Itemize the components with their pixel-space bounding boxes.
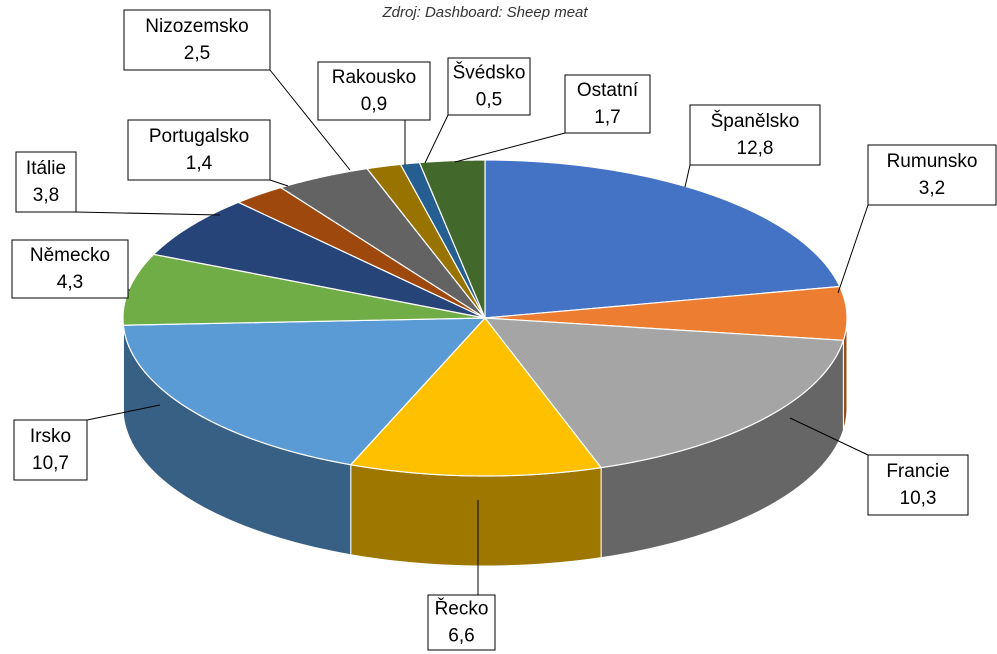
category-label: Španělsko	[711, 110, 800, 132]
leader-line	[269, 179, 289, 187]
pie-slice	[122, 317, 487, 466]
category-label: Ostatní	[577, 80, 639, 101]
pie-slice	[483, 317, 845, 469]
label-box	[15, 151, 77, 213]
pie-tops	[122, 159, 848, 477]
leader-line	[269, 69, 351, 171]
value-label: 1,7	[594, 107, 620, 128]
leader-line	[424, 114, 449, 164]
category-label: Rumunsko	[887, 151, 978, 172]
category-label: Itálie	[26, 158, 66, 179]
label-box	[127, 119, 271, 181]
category-label: Rakousko	[332, 67, 417, 88]
pie-slice	[365, 163, 486, 319]
pie-slice	[418, 159, 486, 319]
pie-slice	[484, 285, 848, 341]
label-box	[447, 57, 531, 116]
chart-subtitle: Zdroj: Dashboard: Sheep meat	[381, 4, 588, 21]
label-box	[867, 454, 969, 516]
value-label: 3,2	[919, 178, 945, 199]
value-label: 6,6	[448, 626, 474, 647]
label-box	[13, 419, 88, 481]
label-box	[11, 239, 129, 299]
category-label: Irsko	[30, 426, 71, 447]
label-box	[427, 594, 496, 651]
pie-slice	[236, 186, 486, 319]
leader-line	[789, 417, 869, 456]
pie-slice	[399, 161, 486, 319]
label-box	[564, 74, 651, 134]
category-label: Nizozemsko	[145, 16, 248, 37]
category-label: Portugalsko	[149, 126, 249, 147]
label-box	[867, 144, 997, 206]
value-label: 2,5	[184, 43, 210, 64]
pie-slice	[279, 167, 486, 319]
pie-sides	[122, 317, 848, 567]
value-label: 4,3	[57, 272, 83, 293]
pie-slice	[484, 159, 841, 319]
pie-slice	[152, 201, 486, 319]
leader-line	[837, 204, 869, 294]
category-label: Řecko	[435, 598, 489, 620]
value-label: 0,9	[361, 94, 387, 115]
category-label: Německo	[30, 245, 110, 266]
value-label: 0,5	[476, 90, 502, 111]
leader-line	[684, 164, 691, 188]
category-label: Švédsko	[453, 62, 526, 84]
pie-slice	[349, 317, 603, 477]
pie-side	[350, 464, 602, 567]
value-label: 3,8	[33, 185, 59, 206]
leader-line	[454, 132, 566, 163]
value-label: 12,8	[737, 138, 774, 159]
category-label: Francie	[886, 461, 949, 482]
label-box	[123, 9, 271, 71]
label-box	[317, 61, 431, 121]
value-label: 1,4	[186, 153, 213, 174]
pie-slice	[122, 253, 486, 326]
value-label: 10,7	[32, 453, 69, 474]
leader-line	[86, 404, 161, 421]
value-label: 10,3	[900, 488, 937, 509]
leader-line	[75, 211, 221, 216]
label-box	[689, 104, 821, 166]
